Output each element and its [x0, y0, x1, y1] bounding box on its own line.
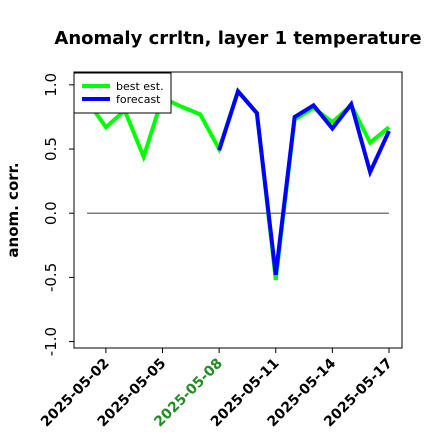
- y-tick-label: 0.5: [42, 137, 60, 161]
- legend-entry: forecast: [116, 93, 161, 106]
- series-line-2: [217, 87, 391, 276]
- y-axis-label: anom. corr.: [4, 162, 22, 257]
- chart-title: Anomaly crrltn, layer 1 temperature: [54, 28, 421, 49]
- plot-frame: [73, 71, 403, 349]
- y-tick-label: 0.0: [42, 201, 60, 225]
- legend: best est.forecast: [73, 72, 172, 114]
- y-tick-label: 1.0: [42, 73, 60, 97]
- legend-entry: best est.: [116, 80, 164, 93]
- y-tick-label: -1.0: [42, 327, 60, 356]
- series-line-1: [85, 87, 391, 281]
- legend-box: [73, 72, 172, 114]
- y-tick-label: -0.5: [42, 263, 60, 292]
- plot-area: -1.0-0.50.00.51.02025-05-022025-05-05202…: [38, 71, 403, 430]
